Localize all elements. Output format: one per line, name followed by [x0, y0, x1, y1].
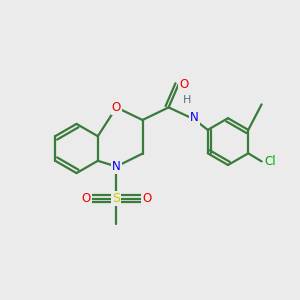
Text: O: O: [179, 78, 188, 91]
Text: N: N: [190, 111, 199, 124]
Text: S: S: [112, 192, 120, 205]
Text: O: O: [142, 192, 152, 205]
Text: N: N: [112, 160, 121, 173]
Text: O: O: [82, 192, 91, 205]
Text: H: H: [182, 94, 191, 105]
Text: Cl: Cl: [265, 155, 276, 168]
Text: O: O: [112, 101, 121, 114]
